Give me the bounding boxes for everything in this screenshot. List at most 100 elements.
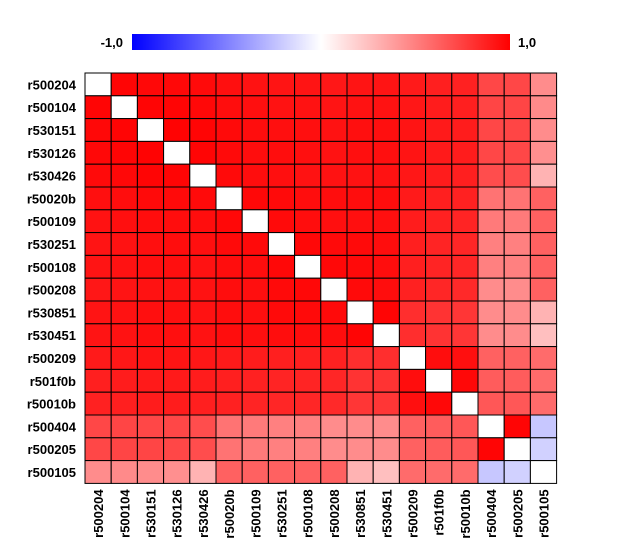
heatmap-cell — [451, 300, 479, 325]
heatmap-cell — [372, 232, 400, 256]
heatmap-cell — [503, 346, 531, 370]
heatmap-cell — [372, 163, 400, 188]
heatmap-cell — [110, 460, 138, 484]
heatmap-cell — [451, 140, 479, 165]
heatmap-cell — [267, 232, 296, 256]
heatmap-cell — [110, 95, 138, 120]
heatmap-cell — [425, 72, 453, 97]
heatmap-cell — [294, 232, 322, 256]
heatmap-cell — [163, 277, 191, 302]
heatmap-cell — [163, 72, 191, 97]
heatmap-cell — [84, 300, 112, 325]
heatmap-cell — [136, 437, 165, 462]
row-label: r500205 — [28, 442, 76, 457]
heatmap-cell — [320, 232, 348, 256]
heatmap-cell — [346, 118, 374, 142]
heatmap-cell — [163, 368, 191, 393]
heatmap-cell — [136, 300, 165, 325]
heatmap-cell — [477, 391, 505, 416]
heatmap-cell — [529, 209, 558, 234]
heatmap-cell — [189, 72, 217, 97]
heatmap-cell — [503, 437, 531, 462]
heatmap-cell — [267, 186, 296, 211]
row-label: r500109 — [28, 214, 76, 229]
heatmap-cell — [451, 323, 479, 348]
heatmap-cell — [529, 346, 558, 370]
heatmap-cell — [529, 460, 558, 484]
heatmap-cell — [451, 254, 479, 279]
heatmap-cell — [503, 460, 531, 484]
heatmap-cell — [163, 300, 191, 325]
heatmap-cells — [84, 72, 558, 484]
heatmap-cell — [477, 414, 505, 439]
heatmap-cell — [477, 163, 505, 188]
heatmap-cell — [267, 323, 296, 348]
heatmap-cell — [294, 300, 322, 325]
heatmap-cell — [398, 186, 427, 211]
heatmap-cell — [346, 391, 374, 416]
heatmap-cell — [267, 346, 296, 370]
heatmap-cell — [267, 254, 296, 279]
heatmap-cell — [477, 323, 505, 348]
heatmap-cell — [503, 277, 531, 302]
heatmap-cell — [215, 163, 243, 188]
row-label: r530151 — [28, 123, 76, 138]
heatmap-cell — [215, 277, 243, 302]
heatmap-cell — [529, 254, 558, 279]
heatmap-cell — [84, 118, 112, 142]
heatmap-cell — [294, 140, 322, 165]
heatmap-cell — [477, 460, 505, 484]
heatmap-cell — [110, 277, 138, 302]
heatmap-cell — [163, 140, 191, 165]
heatmap-cell — [320, 277, 348, 302]
heatmap-cell — [372, 72, 400, 97]
heatmap-cell — [163, 186, 191, 211]
heatmap-cell — [503, 163, 531, 188]
heatmap-cell — [425, 186, 453, 211]
row-label: r500204 — [28, 77, 77, 92]
heatmap-cell — [372, 300, 400, 325]
heatmap-cell — [189, 391, 217, 416]
heatmap-cell — [398, 72, 427, 97]
heatmap-cell — [294, 72, 322, 97]
column-label: r50010b — [458, 489, 473, 538]
heatmap-cell — [398, 391, 427, 416]
heatmap-cell — [451, 346, 479, 370]
heatmap-cell — [320, 300, 348, 325]
heatmap-cell — [320, 95, 348, 120]
heatmap-cell — [163, 163, 191, 188]
heatmap-cell — [451, 391, 479, 416]
column-labels: r500204 r500104 r530151 r530126 r530426 r5002… — [91, 489, 551, 539]
column-label: r50020b — [222, 489, 237, 538]
heatmap-cell — [503, 140, 531, 165]
heatmap-cell — [189, 209, 217, 234]
heatmap-cell — [503, 232, 531, 256]
heatmap-cell — [163, 232, 191, 256]
heatmap-cell — [136, 323, 165, 348]
heatmap-cell — [346, 323, 374, 348]
heatmap-cell — [320, 186, 348, 211]
heatmap-cell — [320, 460, 348, 484]
row-label: r50010b — [27, 397, 76, 412]
heatmap-cell — [451, 118, 479, 142]
heatmap-cell — [189, 300, 217, 325]
heatmap-cell — [529, 391, 558, 416]
heatmap-cell — [189, 254, 217, 279]
row-label: r500105 — [28, 465, 76, 480]
heatmap-cell — [215, 232, 243, 256]
heatmap-cell — [477, 346, 505, 370]
heatmap-cell — [372, 391, 400, 416]
heatmap-cell — [189, 118, 217, 142]
heatmap-cell — [110, 323, 138, 348]
heatmap-cell — [503, 186, 531, 211]
row-label: r530251 — [28, 237, 76, 252]
heatmap-cell — [215, 460, 243, 484]
column-label: r501f0b — [432, 489, 447, 535]
heatmap-cell — [372, 118, 400, 142]
heatmap-cell — [215, 118, 243, 142]
column-label: r530126 — [170, 489, 185, 537]
heatmap-cell — [346, 368, 374, 393]
heatmap-cell — [241, 346, 269, 370]
heatmap-cell — [320, 368, 348, 393]
heatmap-cell — [241, 460, 269, 484]
